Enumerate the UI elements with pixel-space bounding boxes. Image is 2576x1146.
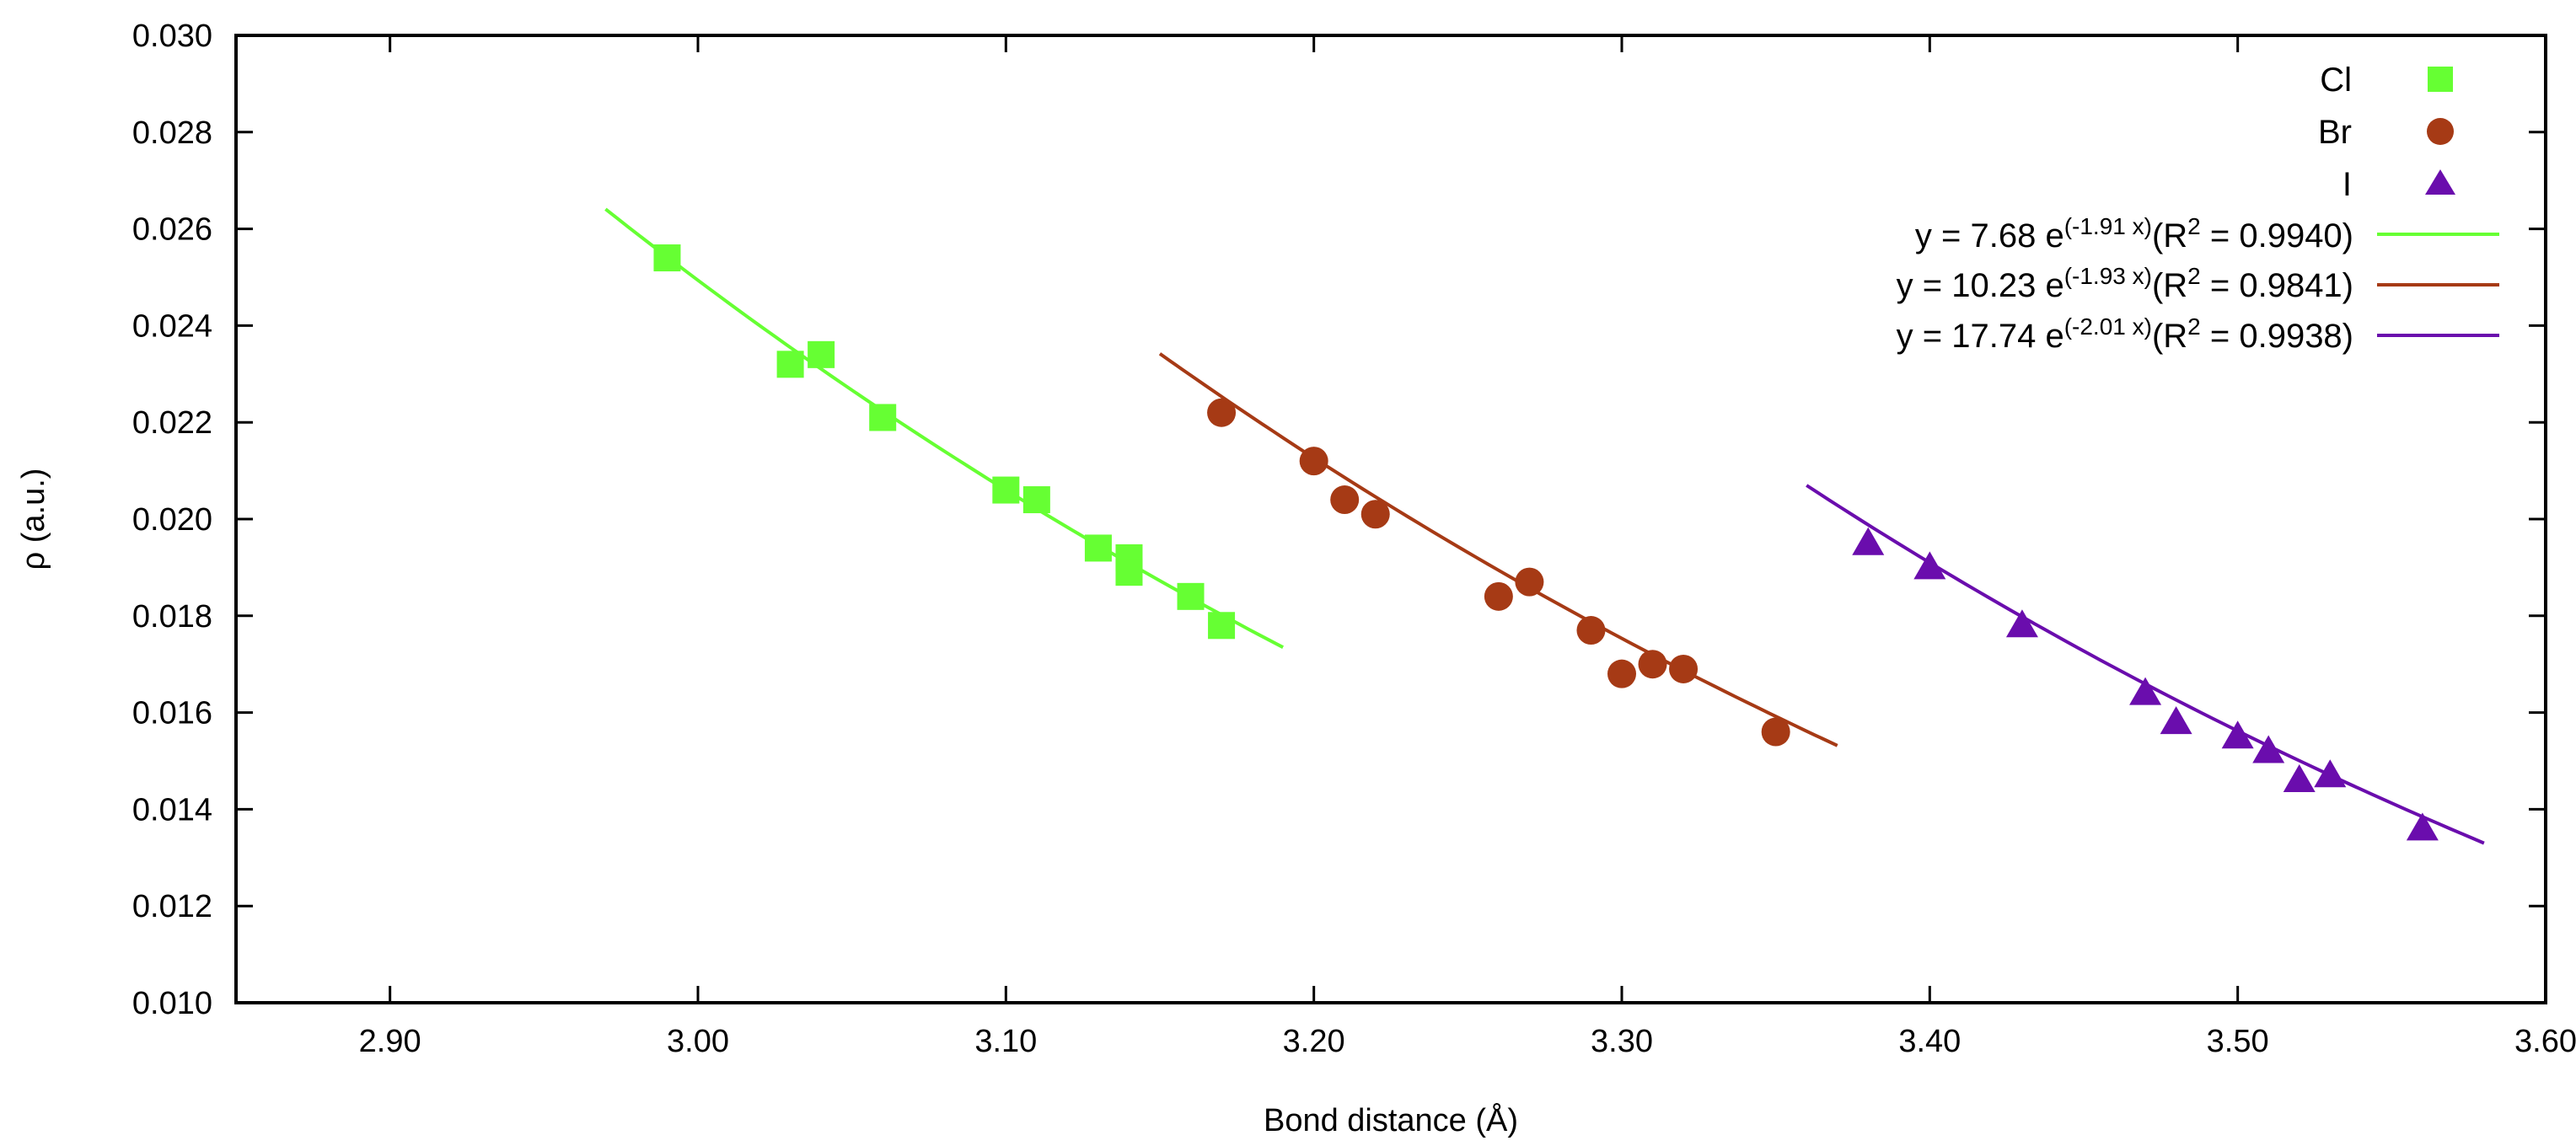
legend-fit-cl-label: y = 7.68 e(-1.91 x)(R2 = 0.9940) (1915, 213, 2353, 255)
data-point-i (1852, 527, 1885, 555)
data-point-cl (992, 476, 1020, 504)
legend-marker-i (2425, 169, 2455, 195)
y-axis-label: ρ (a.u.) (16, 469, 51, 570)
data-point-i (1913, 551, 1946, 580)
y-tick-label: 0.020 (132, 502, 212, 538)
y-axis-ticks: 0.010 0.012 0.014 0.016 0.018 0.020 0.022 0.024… (132, 19, 2546, 1021)
data-point-i (2252, 735, 2285, 763)
y-tick-label: 0.026 (132, 212, 212, 248)
data-point-cl (869, 404, 897, 431)
x-tick-label: 3.60 (2514, 1024, 2576, 1059)
data-point-br (1576, 616, 1606, 645)
fit-line-cl (604, 207, 1285, 649)
y-tick-label: 0.030 (132, 19, 212, 54)
x-tick-label: 2.90 (359, 1024, 421, 1059)
data-point-br (1669, 654, 1699, 683)
plot-frame (234, 34, 2547, 1004)
data-point-br (1330, 485, 1360, 515)
data-point-br (1207, 398, 1237, 427)
legend-marker-br (2427, 118, 2454, 145)
data-point-cl (776, 351, 804, 378)
data-point-br (1607, 659, 1636, 688)
legend-marker-cl (2428, 67, 2453, 92)
x-tick-label: 3.50 (2207, 1024, 2269, 1059)
fit-line-i (1806, 484, 2485, 845)
legend-fit-i-label: y = 17.74 e(-2.01 x)(R2 = 0.9938) (1897, 313, 2353, 356)
data-point-cl (1022, 486, 1050, 514)
x-tick-label: 3.00 (667, 1024, 729, 1059)
data-point-cl (1208, 612, 1236, 640)
x-tick-label: 3.40 (1898, 1024, 1961, 1059)
x-tick-label: 3.30 (1591, 1024, 1653, 1059)
data-point-br (1761, 717, 1790, 747)
y-tick-label: 0.028 (132, 115, 212, 151)
y-tick-label: 0.018 (132, 599, 212, 635)
data-point-cl (1084, 534, 1112, 562)
data-point-cl (1177, 582, 1205, 610)
data-point-br (1515, 567, 1544, 597)
x-tick-label: 3.10 (974, 1024, 1037, 1059)
data-point-br (1638, 650, 1667, 679)
legend: Cl Br I y = 7.68 e(-1.91 x)(R2 = 0.9940)… (1897, 62, 2499, 355)
y-tick-label: 0.024 (132, 308, 212, 344)
x-axis-ticks: 2.90 3.00 3.10 3.20 3.30 3.40 3.50 3.60 (359, 35, 2576, 1059)
data-point-i (2314, 759, 2347, 788)
y-tick-label: 0.012 (132, 889, 212, 924)
data-point-cl (1115, 559, 1143, 586)
y-tick-label: 0.010 (132, 986, 212, 1021)
legend-fit-br-label: y = 10.23 e(-1.93 x)(R2 = 0.9841) (1897, 263, 2353, 305)
data-point-i (2160, 706, 2192, 735)
data-point-i (2283, 763, 2316, 792)
data-point-i (2005, 609, 2038, 638)
data-point-cl (808, 340, 835, 368)
y-tick-label: 0.016 (132, 696, 212, 731)
data-point-br (1360, 500, 1390, 529)
x-tick-label: 3.20 (1283, 1024, 1345, 1059)
data-point-i (2129, 677, 2162, 705)
x-axis-label: Bond distance (Å) (1264, 1101, 1518, 1138)
data-markers (653, 244, 2439, 841)
y-tick-label: 0.022 (132, 405, 212, 441)
legend-label-cl: Cl (2320, 62, 2352, 99)
data-point-br (1484, 581, 1513, 611)
y-tick-label: 0.014 (132, 792, 212, 827)
legend-label-i: I (2343, 166, 2352, 203)
data-point-i (2221, 720, 2254, 749)
fit-line-br (1158, 352, 1838, 747)
legend-label-br: Br (2318, 114, 2352, 151)
fit-lines (604, 207, 2485, 845)
data-point-i (2406, 812, 2439, 841)
data-point-br (1299, 447, 1328, 476)
data-point-cl (653, 244, 681, 272)
